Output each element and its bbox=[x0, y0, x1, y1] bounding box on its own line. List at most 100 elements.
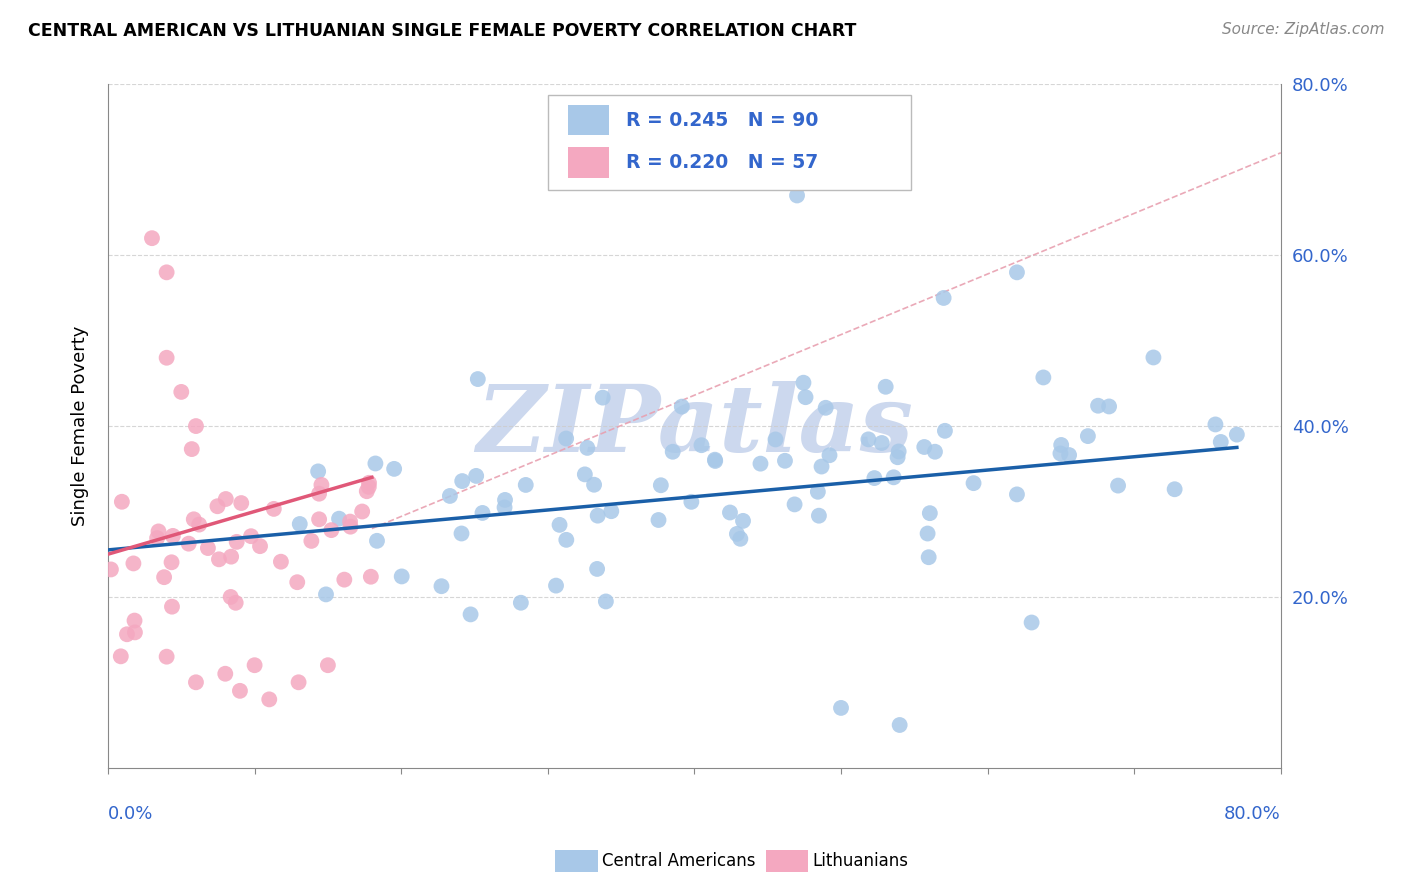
Point bbox=[208, 552, 231, 566]
Point bbox=[308, 512, 330, 526]
Point bbox=[240, 529, 263, 543]
Text: R = 0.220   N = 57: R = 0.220 N = 57 bbox=[627, 153, 818, 172]
Point bbox=[115, 627, 138, 641]
Point bbox=[932, 291, 955, 305]
Point bbox=[494, 500, 516, 515]
Point bbox=[357, 480, 380, 494]
Point bbox=[681, 495, 703, 509]
Point bbox=[918, 550, 941, 565]
Point bbox=[875, 380, 897, 394]
Text: Central Americans: Central Americans bbox=[602, 852, 755, 871]
Point bbox=[311, 478, 333, 492]
Point bbox=[110, 649, 132, 664]
Bar bbox=[568, 147, 609, 178]
Point bbox=[1049, 446, 1071, 460]
Point bbox=[647, 513, 669, 527]
Point bbox=[1077, 429, 1099, 443]
Text: ZIPatlas: ZIPatlas bbox=[475, 381, 912, 471]
Point bbox=[288, 516, 311, 531]
Point bbox=[1204, 417, 1226, 432]
Point bbox=[333, 573, 356, 587]
Point bbox=[765, 433, 787, 447]
Point bbox=[661, 444, 683, 458]
Point bbox=[586, 562, 609, 576]
Point bbox=[830, 701, 852, 715]
Point bbox=[188, 517, 211, 532]
Point bbox=[141, 231, 163, 245]
Point bbox=[725, 527, 748, 541]
Point bbox=[156, 265, 179, 279]
Text: 80.0%: 80.0% bbox=[1225, 805, 1281, 823]
Point bbox=[184, 675, 207, 690]
Point bbox=[730, 532, 752, 546]
Point bbox=[810, 459, 832, 474]
Point bbox=[111, 495, 134, 509]
Point bbox=[287, 675, 309, 690]
Point bbox=[177, 536, 200, 550]
Point bbox=[430, 579, 453, 593]
Point bbox=[214, 666, 236, 681]
Point bbox=[243, 658, 266, 673]
Point bbox=[783, 497, 806, 511]
Point bbox=[1057, 448, 1080, 462]
Point bbox=[156, 649, 179, 664]
Point bbox=[308, 486, 330, 500]
Point bbox=[153, 570, 176, 584]
Point bbox=[307, 464, 329, 478]
Point bbox=[863, 471, 886, 485]
Point bbox=[1050, 438, 1073, 452]
Point bbox=[1142, 351, 1164, 365]
Point bbox=[124, 625, 146, 640]
Text: CENTRAL AMERICAN VS LITHUANIAN SINGLE FEMALE POVERTY CORRELATION CHART: CENTRAL AMERICAN VS LITHUANIAN SINGLE FE… bbox=[28, 22, 856, 40]
Point bbox=[364, 457, 387, 471]
Point bbox=[207, 500, 229, 514]
Point bbox=[321, 523, 343, 537]
Point bbox=[160, 599, 183, 614]
Point bbox=[366, 533, 388, 548]
Bar bbox=[568, 104, 609, 136]
Point bbox=[494, 492, 516, 507]
Point bbox=[786, 188, 808, 202]
Point bbox=[285, 575, 308, 590]
Point bbox=[690, 438, 713, 452]
Point bbox=[1032, 370, 1054, 384]
Point bbox=[509, 596, 531, 610]
Point bbox=[962, 476, 984, 491]
Point bbox=[197, 541, 219, 555]
Point bbox=[924, 444, 946, 458]
Point bbox=[146, 531, 169, 545]
Text: Source: ZipAtlas.com: Source: ZipAtlas.com bbox=[1222, 22, 1385, 37]
Point bbox=[773, 454, 796, 468]
Point bbox=[229, 683, 252, 698]
FancyBboxPatch shape bbox=[548, 95, 911, 190]
Point bbox=[792, 376, 814, 390]
Point bbox=[794, 390, 817, 404]
Point bbox=[339, 515, 361, 529]
Point bbox=[1098, 400, 1121, 414]
Point bbox=[270, 555, 292, 569]
Point bbox=[231, 496, 253, 510]
Point bbox=[1163, 482, 1185, 496]
Point bbox=[1209, 434, 1232, 449]
Point bbox=[544, 579, 567, 593]
Point bbox=[225, 534, 247, 549]
Point bbox=[576, 441, 599, 455]
Point bbox=[749, 457, 772, 471]
Point bbox=[1226, 427, 1249, 442]
Point bbox=[382, 462, 405, 476]
Y-axis label: Single Female Poverty: Single Female Poverty bbox=[72, 326, 89, 526]
Point bbox=[1087, 399, 1109, 413]
Text: Lithuanians: Lithuanians bbox=[813, 852, 908, 871]
Point bbox=[574, 467, 596, 482]
Point bbox=[263, 502, 285, 516]
Point bbox=[858, 433, 880, 447]
Point bbox=[818, 448, 841, 462]
Point bbox=[1107, 478, 1129, 492]
Point bbox=[595, 594, 617, 608]
Point bbox=[671, 400, 693, 414]
Point bbox=[249, 539, 271, 553]
Point bbox=[357, 475, 380, 490]
Point bbox=[703, 452, 725, 467]
Point bbox=[451, 474, 474, 488]
Point bbox=[170, 384, 193, 399]
